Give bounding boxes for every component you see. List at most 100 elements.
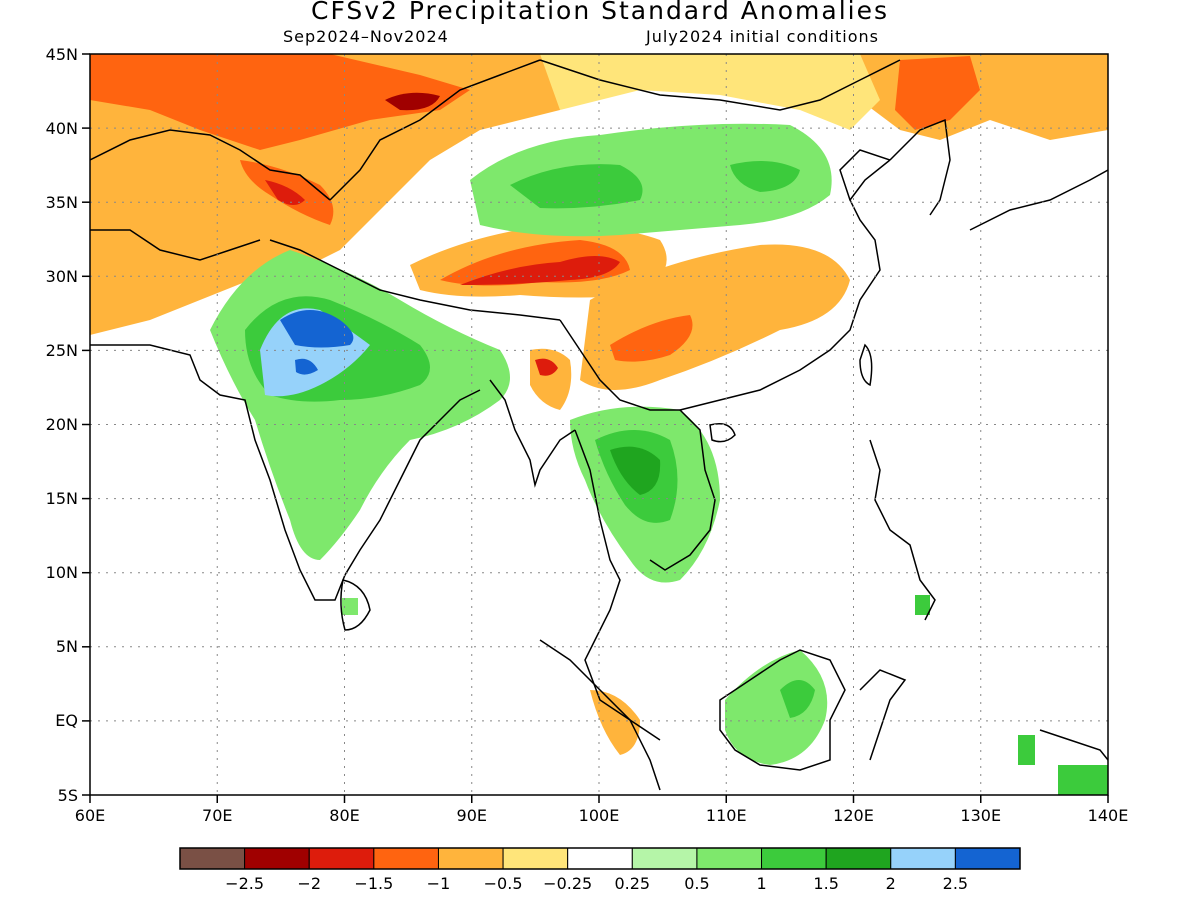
colorbar-frame bbox=[179, 847, 1021, 870]
coastlines bbox=[90, 59, 1108, 791]
lat-label: 45N bbox=[46, 45, 78, 64]
anomaly-shading bbox=[90, 54, 1108, 795]
graticule bbox=[90, 54, 1108, 795]
wet-region-india bbox=[210, 250, 510, 560]
lon-label: 100E bbox=[579, 806, 620, 825]
colorbar-swatch bbox=[373, 847, 439, 870]
colorbar-swatch bbox=[631, 847, 698, 870]
colorbar-label: 0.25 bbox=[614, 874, 650, 893]
wet-patch-maluku bbox=[1018, 735, 1035, 765]
lon-label: 140E bbox=[1088, 806, 1129, 825]
lat-label: 5S bbox=[58, 786, 78, 805]
colorbar-swatch bbox=[502, 847, 569, 870]
colorbar-swatch bbox=[696, 847, 763, 870]
coastline-hainan bbox=[709, 423, 736, 443]
colorbar-label: 2.5 bbox=[943, 874, 968, 893]
colorbar: −2.5 −2 −1.5 −1 −0.5 −0.25 0.25 0.5 1 1.5 2 2.5 bbox=[179, 847, 1021, 893]
border-himalaya bbox=[269, 239, 561, 321]
coastline-borneo bbox=[719, 649, 846, 771]
lon-label: 130E bbox=[960, 806, 1001, 825]
wet-patch-new-guinea bbox=[1058, 765, 1108, 795]
wet-patch-sri-lanka bbox=[342, 598, 358, 615]
dry-region-northwest-strong bbox=[90, 54, 470, 150]
lon-label: 110E bbox=[706, 806, 747, 825]
border-china-mongolia bbox=[539, 59, 901, 111]
dry-region-north-china bbox=[540, 54, 880, 130]
wet-core-central-china bbox=[510, 164, 643, 209]
colorbar-label: −2 bbox=[297, 874, 321, 893]
coastline-japan bbox=[969, 169, 1108, 231]
wet-core-laos bbox=[610, 446, 661, 495]
wet-core-india-max-2 bbox=[295, 358, 318, 375]
dry-region-myanmar bbox=[530, 348, 572, 410]
initial-conditions: July2024 initial conditions bbox=[646, 27, 879, 46]
lat-label: 40N bbox=[46, 119, 78, 138]
coastline-indochina bbox=[574, 429, 661, 741]
lon-label: 60E bbox=[75, 806, 105, 825]
lon-label: 70E bbox=[202, 806, 232, 825]
dry-core-kashmir bbox=[265, 180, 305, 205]
coastline-bay-of-bengal-east bbox=[489, 379, 576, 488]
lat-label: 25N bbox=[46, 341, 78, 360]
coastline-vietnam bbox=[649, 409, 716, 571]
lat-label: EQ bbox=[55, 711, 78, 730]
coastline-bohai bbox=[839, 149, 891, 201]
colorbar-swatch bbox=[825, 847, 892, 870]
coastline-sri-lanka bbox=[340, 579, 371, 631]
lat-label: 10N bbox=[46, 563, 78, 582]
lat-label: 5N bbox=[56, 637, 78, 656]
dry-region-sumatra bbox=[590, 690, 640, 755]
colorbar-label: −1 bbox=[427, 874, 451, 893]
longitude-labels: 60E 70E 80E 90E 100E 110E 120E 130E 140E bbox=[75, 806, 1129, 825]
colorbar-swatch bbox=[437, 847, 504, 870]
coastline-sulawesi bbox=[859, 669, 907, 761]
colorbar-label: −1.5 bbox=[354, 874, 393, 893]
dry-core-south-china bbox=[610, 315, 693, 362]
latitude-labels: 45N 40N 35N 30N 25N 20N 15N 10N 5N EQ 5S bbox=[46, 45, 78, 805]
colorbar-label: 2 bbox=[886, 874, 896, 893]
colorbar-label: 0.5 bbox=[684, 874, 709, 893]
wet-patch-philippines bbox=[915, 595, 930, 615]
lon-label: 80E bbox=[329, 806, 359, 825]
coastline-philippines bbox=[869, 439, 936, 621]
dry-core-tibet-strong bbox=[460, 256, 620, 285]
forecast-period: Sep2024–Nov2024 bbox=[283, 27, 449, 46]
lon-label: 120E bbox=[833, 806, 874, 825]
coastline-taiwan bbox=[859, 343, 873, 387]
colorbar-swatch bbox=[244, 847, 310, 870]
colorbar-labels: −2.5 −2 −1.5 −1 −0.5 −0.25 0.25 0.5 1 1.5 2 2.5 bbox=[225, 874, 968, 893]
colorbar-swatch bbox=[567, 847, 633, 870]
border-southeast-asia bbox=[559, 319, 680, 411]
border-pakistan-afghanistan bbox=[90, 229, 261, 261]
dry-core-northeast bbox=[895, 56, 980, 130]
wet-region-borneo bbox=[725, 650, 828, 765]
map-title: CFSv2 Precipitation Standard Anomalies bbox=[310, 0, 889, 25]
axis-ticks bbox=[82, 53, 1109, 803]
lat-label: 15N bbox=[46, 489, 78, 508]
colorbar-swatch bbox=[890, 847, 956, 870]
coastline-india bbox=[90, 344, 481, 601]
colorbar-label: −0.25 bbox=[543, 874, 592, 893]
colorbar-swatch bbox=[179, 847, 246, 870]
coastline-new-guinea bbox=[1039, 729, 1108, 761]
colorbar-swatches bbox=[179, 847, 1021, 870]
border-central-asia bbox=[90, 129, 331, 201]
wet-core-gansu bbox=[730, 161, 800, 192]
wet-core-borneo bbox=[780, 680, 815, 718]
colorbar-swatch bbox=[954, 847, 1021, 870]
coastline-sumatra bbox=[539, 639, 661, 791]
wet-core-india-max bbox=[280, 310, 354, 348]
border-china-north bbox=[329, 59, 541, 201]
lat-label: 35N bbox=[46, 193, 78, 212]
colorbar-swatch bbox=[308, 847, 375, 870]
dry-core-tarim bbox=[385, 92, 440, 111]
colorbar-label: 1.5 bbox=[813, 874, 838, 893]
lat-label: 20N bbox=[46, 415, 78, 434]
lon-label: 90E bbox=[457, 806, 487, 825]
colorbar-swatch bbox=[761, 847, 827, 870]
lat-label: 30N bbox=[46, 267, 78, 286]
colorbar-label: 1 bbox=[756, 874, 766, 893]
dry-core-myanmar bbox=[535, 358, 558, 376]
colorbar-label: −0.5 bbox=[484, 874, 523, 893]
